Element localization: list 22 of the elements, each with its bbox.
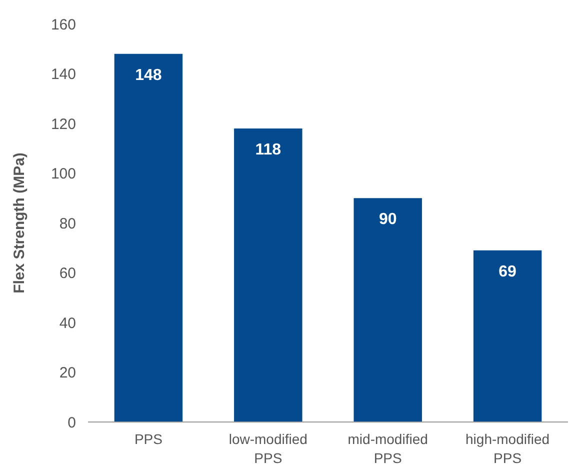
bar [234, 128, 302, 422]
x-tick-label: low-modified PPS [228, 431, 308, 466]
y-tick-label: 160 [50, 16, 76, 34]
bar [114, 54, 183, 422]
y-tick-label: 40 [59, 314, 76, 332]
bar [354, 198, 422, 422]
data-label: 118 [255, 141, 282, 158]
y-tick-label: 140 [50, 66, 76, 83]
x-tick-label: mid-modified PPS [348, 431, 428, 466]
y-tick-label: 100 [50, 166, 76, 182]
data-label: 69 [498, 263, 517, 280]
y-tick-label: 80 [59, 215, 76, 232]
x-tick-label: PPS [134, 431, 162, 447]
y-tick-label: 60 [59, 265, 76, 282]
bar [473, 250, 542, 422]
y-tick-label: 20 [59, 364, 76, 382]
y-tick-label: 0 [68, 414, 76, 432]
data-label: 148 [135, 66, 162, 84]
y-tick-label: 120 [50, 116, 76, 133]
data-label: 90 [378, 211, 397, 228]
x-tick-label: high-modified PPS [466, 431, 550, 466]
y-axis-title: Flex Strength (MPa) [11, 152, 28, 294]
